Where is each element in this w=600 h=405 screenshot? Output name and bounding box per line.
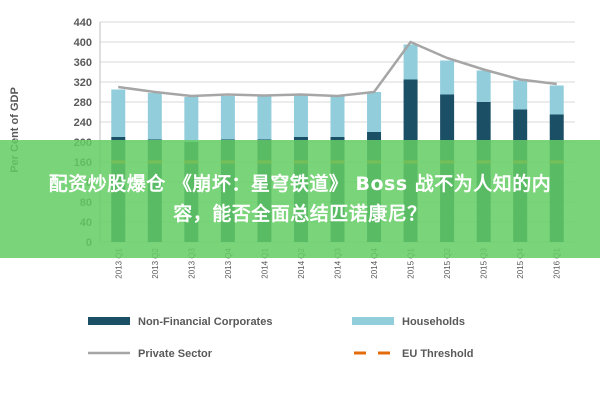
- bar-households: [147, 93, 162, 140]
- x-tick-label: 2014 Q3: [334, 247, 343, 278]
- bar-households: [403, 44, 418, 80]
- y-tick-label: 440: [74, 17, 92, 29]
- x-tick-label: 2015 Q1: [407, 247, 416, 278]
- y-tick-label: 240: [74, 117, 92, 129]
- overlay-banner: 配资炒股爆仓 《崩坏：星穹铁道》 Boss 战不为人知的内容，能否全面总结匹诺康…: [0, 140, 600, 258]
- bar-households: [440, 60, 455, 95]
- bar-households: [220, 96, 235, 140]
- x-tick-label: 2013 Q1: [114, 247, 123, 278]
- x-tick-label: 2015 Q3: [480, 247, 489, 278]
- legend-label: EU Threshold: [402, 348, 474, 360]
- bar-households: [549, 85, 564, 115]
- y-tick-label: 320: [74, 77, 92, 89]
- bar-households: [111, 89, 126, 137]
- x-tick-label: 2016 Q1: [553, 247, 562, 278]
- bar-households: [476, 70, 491, 102]
- x-tick-label: 2013 Q2: [151, 247, 160, 278]
- banner-text: 配资炒股爆仓 《崩坏：星穹铁道》 Boss 战不为人知的内容，能否全面总结匹诺康…: [48, 173, 552, 225]
- legend-swatch: [352, 317, 394, 325]
- x-tick-label: 2014 Q1: [260, 247, 269, 278]
- legend-label: Households: [402, 316, 465, 328]
- x-tick-label: 2015 Q4: [516, 247, 525, 278]
- legend-label: Private Sector: [138, 348, 213, 360]
- bar-households: [184, 97, 199, 142]
- x-tick-label: 2013 Q3: [187, 247, 196, 278]
- bar-households: [367, 92, 382, 132]
- y-tick-label: 360: [74, 57, 92, 69]
- bar-households: [330, 96, 345, 137]
- y-tick-label: 280: [74, 97, 92, 109]
- line-private-sector: [118, 40, 557, 98]
- x-tick-label: 2014 Q4: [370, 247, 379, 278]
- x-tick-label: 2013 Q4: [224, 247, 233, 278]
- bar-households: [513, 80, 528, 110]
- bar-households: [257, 95, 272, 140]
- x-tick-label: 2014 Q2: [297, 247, 306, 278]
- x-tick-label: 2015 Q2: [443, 247, 452, 278]
- legend: Non-Financial Corporates Households Privat…: [88, 316, 474, 360]
- bar-households: [293, 94, 308, 137]
- y-tick-label: 400: [74, 37, 92, 49]
- legend-swatch: [88, 317, 130, 325]
- legend-label: Non-Financial Corporates: [138, 316, 272, 328]
